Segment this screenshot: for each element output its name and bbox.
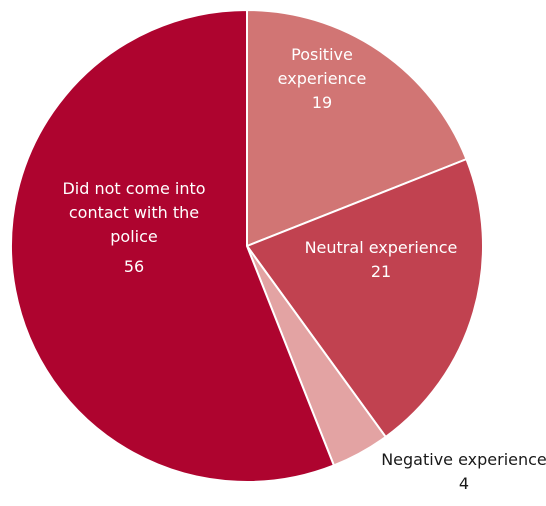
slice-label-3-line-0: Did not come into [62, 179, 205, 198]
pie-slice-1 [245, 157, 484, 439]
slice-value-1: 21 [371, 262, 391, 281]
slice-label-3-line-2: police [110, 227, 157, 246]
slice-label-1-line-0: Neutral experience [305, 238, 458, 257]
slice-label-group-3: Did not come into contact with the police 5… [62, 179, 205, 276]
slice-label-2-line-0: Negative experience [381, 450, 546, 469]
slice-value-2: 4 [459, 474, 469, 493]
pie-slice-3 [10, 8, 336, 483]
pie-slices [10, 8, 484, 483]
slice-value-3: 56 [124, 257, 144, 276]
slice-value-0: 19 [312, 93, 332, 112]
slice-label-group-2: Negative experience 4 [381, 450, 546, 493]
pie-labels: Positive experience 19 Neutral experience 21… [62, 45, 546, 493]
slice-label-0-line-0: Positive [291, 45, 353, 64]
slice-label-group-1: Neutral experience 21 [305, 238, 458, 281]
slice-label-0-line-1: experience [278, 69, 367, 88]
slice-label-group-0: Positive experience 19 [278, 45, 367, 112]
pie-slice-0 [246, 8, 468, 248]
slice-label-3-line-1: contact with the [69, 203, 199, 222]
